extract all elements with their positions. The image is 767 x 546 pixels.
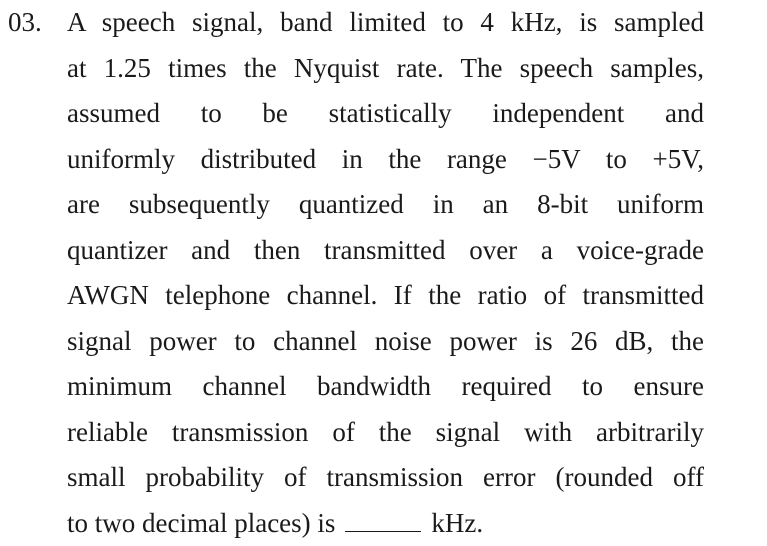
unit-label: kHz. — [431, 508, 483, 538]
question-line-8: signal power to channel noise power is 2… — [67, 319, 704, 365]
question-line-9: minimum channel bandwidth required to en… — [67, 364, 704, 410]
question-line-10: reliable transmission of the signal with… — [67, 410, 704, 456]
final-line-prefix: to two decimal places) is — [67, 508, 335, 538]
question-line-7: AWGN telephone channel. If the ratio of … — [67, 273, 704, 319]
question-line-2: at 1.25 times the Nyquist rate. The spee… — [67, 46, 704, 92]
question-line-4: uniformly distributed in the range −5V t… — [67, 137, 704, 183]
answer-blank[interactable] — [345, 503, 421, 532]
question-line-5: are subsequently quantized in an 8-bit u… — [67, 182, 704, 228]
question-number: 03. — [8, 0, 42, 46]
question-line-6: quantizer and then transmitted over a vo… — [67, 228, 704, 274]
question-line-1: A speech signal, band limited to 4 kHz, … — [67, 0, 704, 46]
question-line-3: assumed to be statistically independent … — [67, 91, 704, 137]
question-block: 03. A speech signal, band limited to 4 k… — [8, 0, 708, 537]
question-final-line: to two decimal places) is kHz. — [67, 501, 704, 546]
question-text: A speech signal, band limited to 4 kHz, … — [67, 0, 704, 546]
question-line-11: small probability of transmission error … — [67, 455, 704, 501]
